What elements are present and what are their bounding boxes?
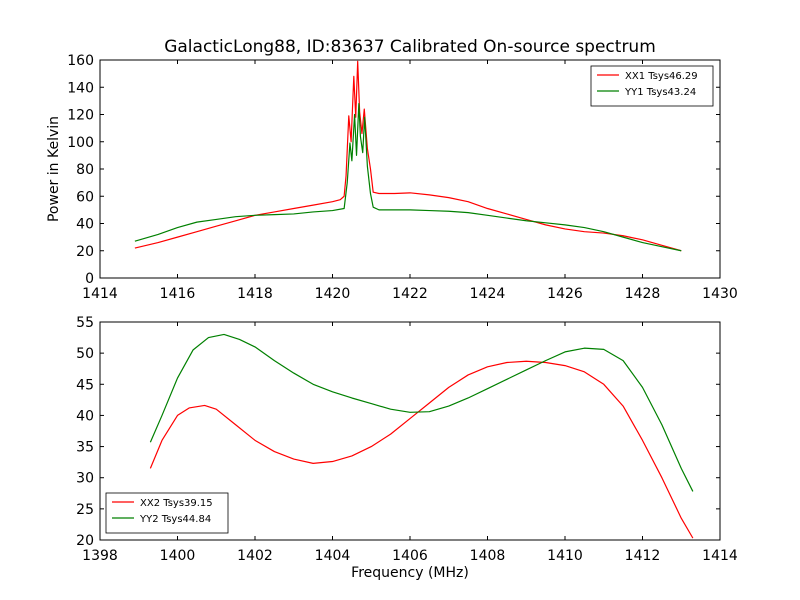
series-line-yy2 bbox=[149, 333, 694, 492]
y-tick-label: 50 bbox=[76, 346, 94, 362]
x-tick-label: 1428 bbox=[625, 286, 661, 302]
chart-title: GalacticLong88, ID:83637 Calibrated On-s… bbox=[164, 37, 656, 57]
y-tick-label: 25 bbox=[76, 502, 94, 518]
x-tick-label: 1420 bbox=[315, 286, 351, 302]
y-tick-label: 30 bbox=[76, 471, 94, 487]
y-tick-label: 35 bbox=[76, 440, 94, 456]
x-tick-label: 1408 bbox=[470, 548, 506, 564]
x-tick-label: 1418 bbox=[237, 286, 273, 302]
x-tick-label: 1414 bbox=[82, 286, 118, 302]
x-tick-label: 1414 bbox=[702, 548, 738, 564]
series-line-xx2 bbox=[149, 360, 694, 539]
x-tick-label: 1412 bbox=[625, 548, 661, 564]
legend-entry: XX1 Tsys46.29 bbox=[625, 71, 698, 82]
x-tick-label: 1424 bbox=[470, 286, 506, 302]
y-tick-label: 0 bbox=[85, 271, 94, 287]
x-tick-label: 1400 bbox=[160, 548, 196, 564]
y-tick-label: 60 bbox=[76, 189, 94, 205]
y-tick-label: 160 bbox=[67, 53, 94, 69]
legend-entry: YY1 Tsys43.24 bbox=[624, 87, 696, 98]
x-tick-label: 1416 bbox=[160, 286, 196, 302]
y-tick-label: 120 bbox=[67, 108, 94, 124]
y-tick-label: 20 bbox=[76, 244, 94, 260]
y-tick-label: 55 bbox=[76, 315, 94, 331]
y-tick-label: 100 bbox=[67, 135, 94, 151]
y-tick-label: 40 bbox=[76, 408, 94, 424]
y-tick-label: 140 bbox=[67, 80, 94, 96]
y-tick-label: 45 bbox=[76, 377, 94, 393]
y-tick-label: 80 bbox=[76, 162, 94, 178]
x-tick-label: 1404 bbox=[315, 548, 351, 564]
series-line-yy1 bbox=[134, 103, 682, 252]
x-tick-label: 1406 bbox=[392, 548, 428, 564]
y-tick-label: 20 bbox=[76, 533, 94, 549]
legend bbox=[105, 492, 229, 534]
series-line-xx1 bbox=[134, 60, 682, 252]
legend-entry: YY2 Tsys44.84 bbox=[139, 514, 211, 525]
x-tick-label: 1398 bbox=[82, 548, 118, 564]
x-tick-label: 1422 bbox=[392, 286, 428, 302]
legend bbox=[590, 65, 714, 107]
x-tick-label: 1430 bbox=[702, 286, 738, 302]
x-tick-label: 1426 bbox=[547, 286, 583, 302]
x-tick-label: 1402 bbox=[237, 548, 273, 564]
y-tick-label: 40 bbox=[76, 217, 94, 233]
x-axis-label: Frequency (MHz) bbox=[351, 565, 469, 581]
legend-entry: XX2 Tsys39.15 bbox=[140, 498, 213, 509]
x-tick-label: 1410 bbox=[547, 548, 583, 564]
y-axis-label: Power in Kelvin bbox=[46, 116, 62, 222]
bottom-panel: 1398 1400 1402 1404 1406 1408 1410 1412 1414 20 25… bbox=[76, 315, 738, 564]
top-panel: 1414 1416 1418 1420 1422 1424 1426 1428 1430 0 20 4… bbox=[67, 53, 738, 302]
